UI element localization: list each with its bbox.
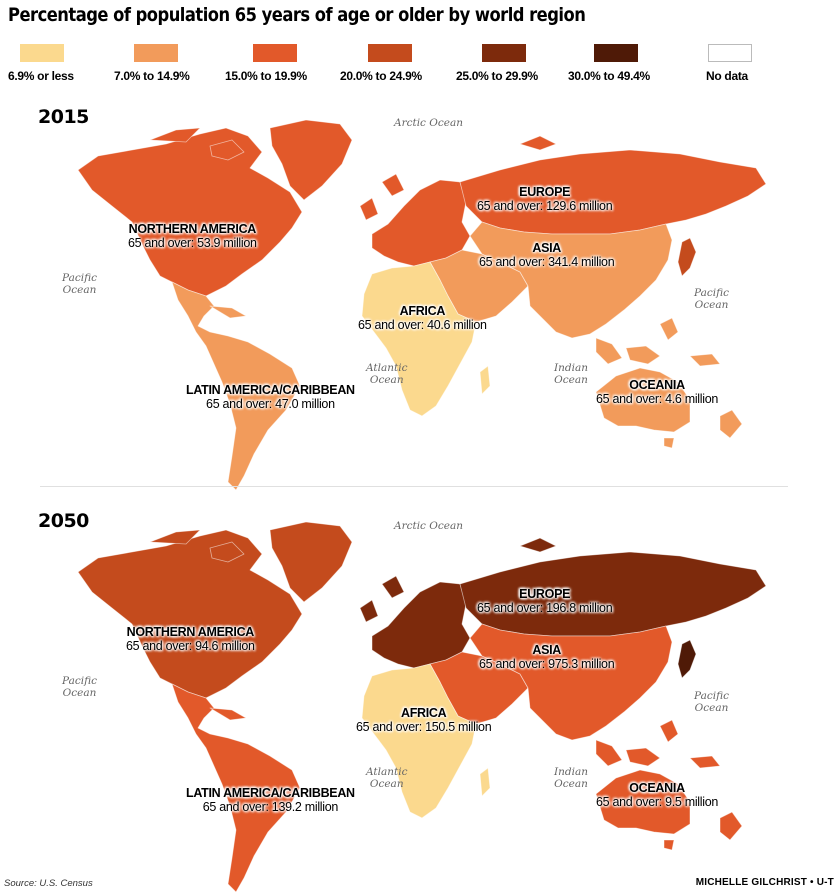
asia-shape <box>659 317 679 341</box>
africa-shape <box>361 261 477 417</box>
region-label-asia: Asia 65 and over: 341.4 million <box>479 241 615 269</box>
ocean-label-arctic: Arctic Ocean <box>394 520 464 532</box>
europe-shape <box>381 575 405 599</box>
ocean-label-indian: Indian Ocean <box>554 766 589 790</box>
africa-shape <box>479 365 491 395</box>
oceania-shape <box>663 839 675 851</box>
latin-america-shape <box>209 305 247 319</box>
greenland-shape <box>269 119 353 201</box>
ocean-label-pacific-west: Pacific Ocean <box>62 272 97 296</box>
africa-shape <box>479 767 491 797</box>
northern-america-shape <box>77 529 303 699</box>
legend-swatch <box>20 44 64 62</box>
region-label-latin-america: Latin America/Caribbean 65 and over: 47.0… <box>186 383 355 411</box>
ocean-label-pacific-east: Pacific Ocean <box>694 287 729 311</box>
chart-title: Percentage of population 65 years of age… <box>8 4 586 26</box>
region-label-latin-america: Latin America/Caribbean 65 and over: 139.… <box>186 786 355 814</box>
region-label-oceania: Oceania 65 and over: 4.6 million <box>596 378 719 406</box>
legend-label: 25.0% to 29.9% <box>456 69 538 83</box>
latin-america-shape <box>171 683 301 892</box>
legend-swatch <box>134 44 178 62</box>
legend-label: 20.0% to 24.9% <box>340 69 422 83</box>
ocean-label-pacific-east: Pacific Ocean <box>694 690 729 714</box>
ocean-label-atlantic: Atlantic Ocean <box>366 766 408 790</box>
world-map-2050 <box>0 512 840 892</box>
region-label-northern-america: Northern America 65 and over: 94.6 millio… <box>126 625 255 653</box>
northern-america-shape <box>149 529 201 545</box>
northern-america-shape <box>209 541 245 563</box>
ocean-label-pacific-west: Pacific Ocean <box>62 675 97 699</box>
latin-america-shape <box>171 281 301 490</box>
region-label-africa: Africa 65 and over: 40.6 million <box>358 304 487 332</box>
asia-shape <box>469 221 673 339</box>
region-label-oceania: Oceania 65 and over: 9.5 million <box>596 781 719 809</box>
japan-shape <box>677 237 697 277</box>
ocean-label-indian: Indian Ocean <box>554 362 589 386</box>
legend-label: 15.0% to 19.9% <box>225 69 307 83</box>
legend-label: 7.0% to 14.9% <box>114 69 190 83</box>
credit-line: MICHELLE GILCHRIST • U-T <box>695 877 834 888</box>
northern-america-shape <box>149 127 201 143</box>
legend-swatch <box>368 44 412 62</box>
asia-shape <box>469 623 673 741</box>
region-label-northern-america: Northern America 65 and over: 53.9 millio… <box>128 222 257 250</box>
legend-label: 6.9% or less <box>8 69 74 83</box>
oceania-shape <box>595 769 691 835</box>
legend-swatch <box>594 44 638 62</box>
legend-swatch <box>708 44 752 62</box>
asia-shape <box>659 719 679 743</box>
region-label-africa: Africa 65 and over: 150.5 million <box>356 706 492 734</box>
russia-shape <box>519 537 557 553</box>
japan-shape <box>677 639 697 679</box>
oceania-shape <box>689 755 721 769</box>
world-map-svg <box>77 521 767 892</box>
europe-shape <box>381 173 405 197</box>
latin-america-shape <box>209 707 247 721</box>
legend-swatch <box>253 44 297 62</box>
europe-shape <box>359 197 379 221</box>
map-divider <box>40 486 788 487</box>
asia-shape <box>595 337 623 365</box>
oceania-shape <box>719 811 743 841</box>
asia-shape <box>625 747 661 767</box>
year-label-2050: 2050 <box>38 510 89 532</box>
ocean-label-atlantic: Atlantic Ocean <box>366 362 408 386</box>
ocean-label-arctic: Arctic Ocean <box>394 117 464 129</box>
world-map-svg <box>77 119 767 490</box>
legend-swatch <box>482 44 526 62</box>
region-label-europe: Europe 65 and over: 196.8 million <box>477 587 613 615</box>
legend-label: 30.0% to 49.4% <box>568 69 650 83</box>
region-label-europe: Europe 65 and over: 129.6 million <box>477 185 613 213</box>
world-map-2015 <box>0 110 840 490</box>
northern-america-shape <box>209 139 245 161</box>
oceania-shape <box>689 353 721 367</box>
greenland-shape <box>269 521 353 603</box>
source-note: Source: U.S. Census <box>4 878 93 889</box>
asia-shape <box>595 739 623 767</box>
oceania-shape <box>595 367 691 433</box>
oceania-shape <box>719 409 743 439</box>
northern-america-shape <box>77 127 303 297</box>
asia-shape <box>625 345 661 365</box>
russia-shape <box>519 135 557 151</box>
legend-label: No data <box>706 69 748 83</box>
oceania-shape <box>663 437 675 449</box>
africa-shape <box>361 663 477 819</box>
region-label-asia: Asia 65 and over: 975.3 million <box>479 643 615 671</box>
europe-shape <box>359 599 379 623</box>
year-label-2015: 2015 <box>38 106 89 128</box>
